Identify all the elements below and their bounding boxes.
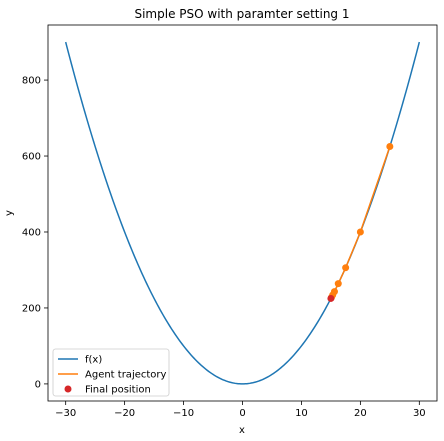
axes-frame <box>47 24 438 402</box>
y-tick-label: 800 <box>22 76 41 87</box>
final-position-point <box>327 294 335 302</box>
series-agent-trajectory-line <box>330 146 391 298</box>
y-tick-label: 400 <box>22 227 41 238</box>
y-axis-label: y <box>4 210 15 216</box>
x-tick-label: 0 <box>239 408 245 419</box>
legend-marker <box>64 385 72 393</box>
x-tick-label: 10 <box>295 408 308 419</box>
plot-area <box>64 41 421 385</box>
x-axis-label: x <box>239 425 245 436</box>
x-tick-label: −30 <box>55 408 76 419</box>
y-tick-label: 200 <box>22 303 41 314</box>
y-tick-label: 600 <box>22 152 41 163</box>
legend-label: f(x) <box>85 355 102 366</box>
trajectory-point <box>334 280 342 288</box>
trajectory-point <box>386 143 394 151</box>
legend-label: Agent trajectory <box>85 370 167 381</box>
axes: −30 −20 −10 0 10 20 30 0 200 400 600 800 <box>22 24 438 419</box>
legend-box <box>52 348 170 397</box>
trajectory-point <box>356 228 364 236</box>
chart-title: Simple PSO with paramter setting 1 <box>134 7 349 21</box>
trajectory-point <box>342 264 350 272</box>
x-tick-label: 30 <box>413 408 426 419</box>
legend: f(x) Agent trajectory Final position <box>52 348 170 397</box>
x-tick-label: 20 <box>354 408 367 419</box>
x-tick-label: −10 <box>173 408 194 419</box>
y-tick-label: 0 <box>35 379 41 390</box>
legend-label: Final position <box>85 385 151 396</box>
x-tick-label: −20 <box>114 408 135 419</box>
